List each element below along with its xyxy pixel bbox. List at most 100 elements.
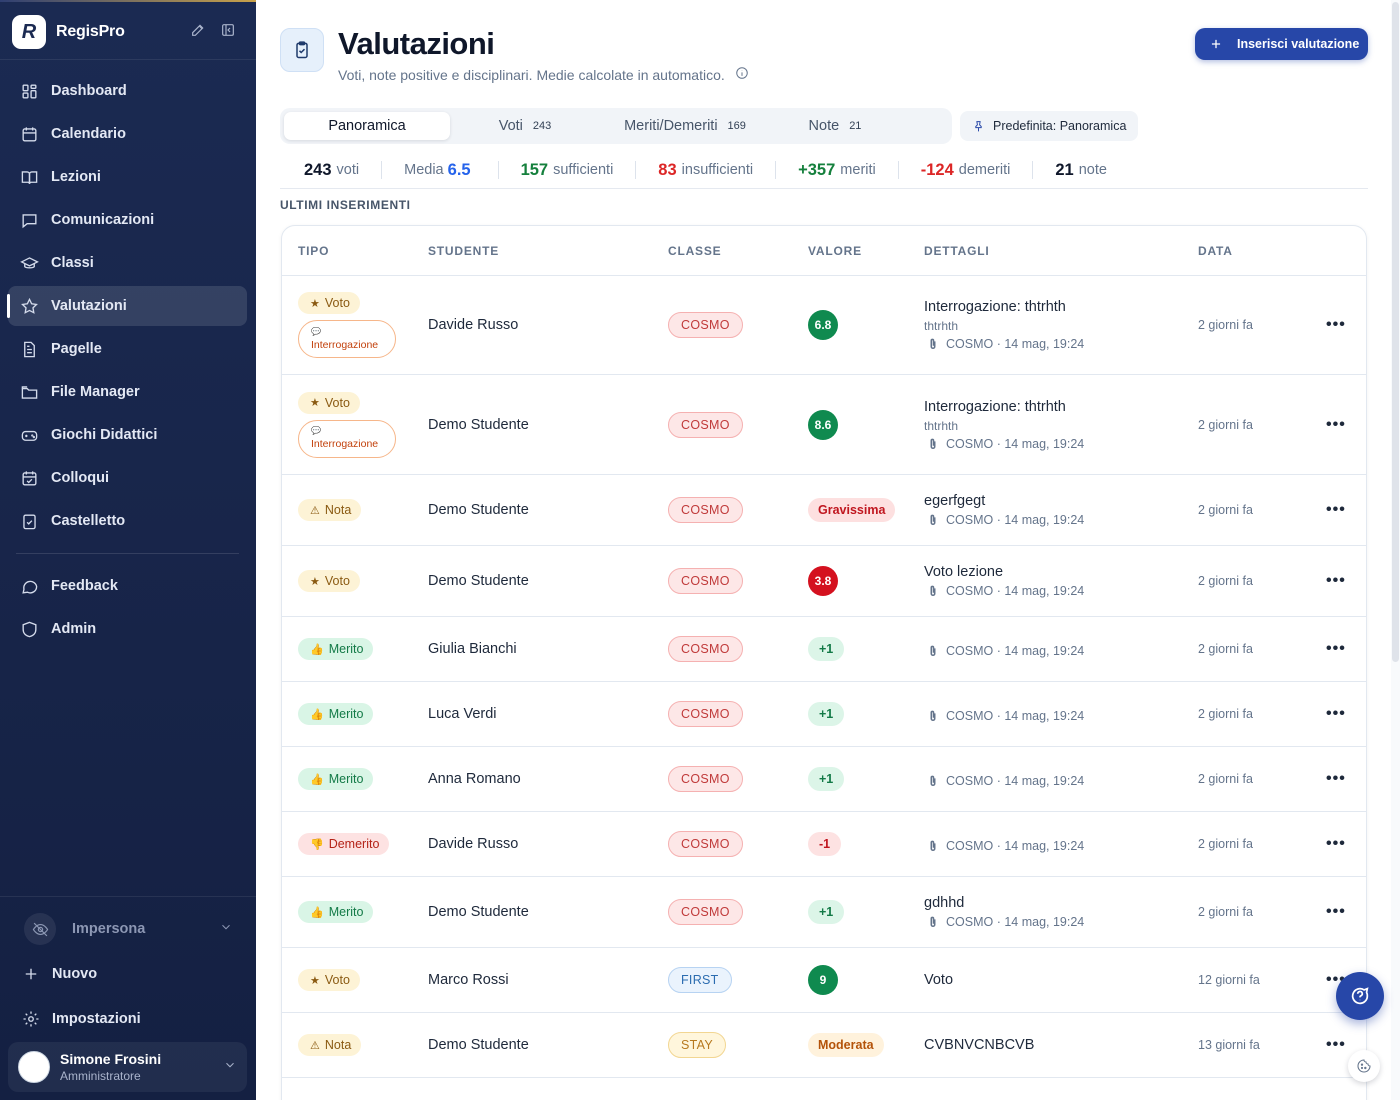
tab-note[interactable]: Note 21 xyxy=(770,112,900,140)
cell-studente[interactable]: Anna Romano xyxy=(428,771,521,787)
row-menu-button[interactable]: ••• xyxy=(1326,835,1346,852)
column-header[interactable]: VALORE xyxy=(808,243,862,258)
table-row[interactable]: ★ Voto Marco Rossi FIRST 9 Voto 12 giorn… xyxy=(282,948,1366,1013)
sidebar-item-classi[interactable]: Classi xyxy=(8,243,247,283)
table-row[interactable]: ⚠ Nota Demo Studente COSMO Gravissima eg… xyxy=(282,475,1366,546)
sidebar-item-colloqui[interactable]: Colloqui xyxy=(8,458,247,498)
tab-voti[interactable]: Voti 243 xyxy=(450,112,600,140)
stat-label: voti xyxy=(336,162,360,178)
shield-icon xyxy=(22,621,37,637)
tab-meriti-demeriti[interactable]: Meriti/Demeriti 169 xyxy=(600,112,770,140)
sidebar-item-lezioni[interactable]: Lezioni xyxy=(8,157,247,197)
table-row[interactable]: 👎 Demerito Davide Russo COSMO -1 COSMO ·… xyxy=(282,812,1366,877)
table-row[interactable]: ★ Voto 💬 Interrogazione Demo Studente COS… xyxy=(282,375,1366,475)
cell-dettagli: Voto xyxy=(924,972,953,988)
column-header[interactable]: DETTAGLI xyxy=(924,243,990,258)
cell-studente[interactable]: Demo Studente xyxy=(428,416,529,433)
scrollbar-thumb[interactable] xyxy=(1392,2,1399,662)
row-menu-button[interactable]: ••• xyxy=(1326,705,1346,722)
nuovo-button[interactable]: Nuovo xyxy=(8,954,247,994)
type-badge: ⚠ Nota xyxy=(298,1034,362,1056)
stat-value: 21 xyxy=(1055,160,1074,179)
cell-studente[interactable]: Luca Verdi xyxy=(428,706,497,722)
cell-studente[interactable]: Demo Studente xyxy=(428,1037,529,1053)
sidebar-item-calendario[interactable]: Calendario xyxy=(8,114,247,154)
sidebar-item-giochi[interactable]: Giochi Didattici xyxy=(8,415,247,455)
table-row[interactable]: 👍 Merito Giulia Bianchi COSMO +1 COSMO ·… xyxy=(282,617,1366,682)
stat-value: -124 xyxy=(920,160,954,179)
help-button[interactable] xyxy=(1336,972,1384,1020)
page-scrollbar[interactable] xyxy=(1391,0,1400,1100)
table-row[interactable]: ⚠ Nota Demo Studente STAY Moderata CVBNV… xyxy=(282,1013,1366,1078)
info-icon[interactable] xyxy=(725,66,749,83)
cell-studente[interactable]: Demo Studente xyxy=(428,502,529,518)
detail-meta: COSMO · 14 mag, 19:24 xyxy=(924,774,1084,788)
class-badge: COSMO xyxy=(668,766,743,792)
column-header[interactable]: TIPO xyxy=(298,243,330,258)
cell-data: 2 giorni fa xyxy=(1198,772,1253,786)
cell-studente[interactable]: Demo Studente xyxy=(428,904,529,920)
cookie-icon xyxy=(1357,1059,1371,1073)
class-badge: STAY xyxy=(668,1032,726,1058)
row-menu-button[interactable]: ••• xyxy=(1326,640,1346,657)
impostazioni-button[interactable]: Impostazioni xyxy=(8,999,247,1039)
calendar-check-icon xyxy=(22,470,37,486)
tab-panoramica[interactable]: Panoramica xyxy=(284,112,450,140)
cookie-settings-button[interactable] xyxy=(1348,1050,1380,1082)
default-view-chip[interactable]: Predefinita: Panoramica xyxy=(960,111,1139,141)
paperclip-icon xyxy=(930,916,936,927)
row-menu-button[interactable]: ••• xyxy=(1326,1036,1346,1053)
cell-studente[interactable]: Demo Studente xyxy=(428,573,529,589)
stat-item: 21 note xyxy=(1033,161,1129,179)
column-header[interactable]: STUDENTE xyxy=(428,243,500,258)
table-row[interactable]: ★ Voto Demo Studente COSMO 3.8 Voto lezi… xyxy=(282,546,1366,617)
cell-tipo: ★ Voto 💬 Interrogazione xyxy=(298,292,396,358)
cell-classe: COSMO xyxy=(668,766,743,792)
stat-label: Media xyxy=(404,162,444,178)
cell-valore: 8.6 xyxy=(808,409,838,440)
insert-valutazione-button[interactable]: Inserisci valutazione xyxy=(1195,28,1368,60)
app-logo[interactable]: R xyxy=(12,15,46,49)
edit-pencil-icon[interactable] xyxy=(190,22,206,43)
cell-studente[interactable]: Giulia Bianchi xyxy=(428,641,517,657)
sidebar-item-label: Giochi Didattici xyxy=(51,427,158,443)
sidebar-item-admin[interactable]: Admin xyxy=(8,609,247,649)
cell-studente[interactable]: Davide Russo xyxy=(428,836,519,852)
demerito-icon: 👎 xyxy=(310,838,324,851)
tab-bar: Panoramica Voti 243 Meriti/Demeriti 169 … xyxy=(280,108,952,144)
sidebar-item-dashboard[interactable]: Dashboard xyxy=(8,71,247,111)
table-row[interactable]: ★ Voto 💬 Interrogazione Davide Russo COSM… xyxy=(282,276,1366,375)
collapse-sidebar-icon[interactable] xyxy=(220,22,236,43)
table-row[interactable]: 👍 Merito Demo Studente COSMO +1 gdhhd COS… xyxy=(282,877,1366,948)
sidebar-item-file-manager[interactable]: File Manager xyxy=(8,372,247,412)
row-menu-button[interactable]: ••• xyxy=(1326,770,1346,787)
column-header[interactable]: DATA xyxy=(1198,243,1233,258)
column-header[interactable]: CLASSE xyxy=(668,243,722,258)
row-menu-button[interactable]: ••• xyxy=(1326,903,1346,920)
cell-studente[interactable]: Marco Rossi xyxy=(428,972,509,988)
impersona-select[interactable]: Impersona xyxy=(8,908,247,950)
sidebar-item-valutazioni[interactable]: Valutazioni xyxy=(7,286,247,326)
sidebar-item-pagelle[interactable]: Pagelle xyxy=(8,329,247,369)
row-menu-button[interactable]: ••• xyxy=(1326,415,1346,433)
cell-classe: COSMO xyxy=(668,312,743,338)
sidebar-item-comunicazioni[interactable]: Comunicazioni xyxy=(8,200,247,240)
detail-meta-text: COSMO · 14 mag, 19:24 xyxy=(946,709,1085,723)
sidebar-item-label: Dashboard xyxy=(51,83,127,99)
row-menu-button[interactable]: ••• xyxy=(1326,316,1346,333)
sidebar-item-label: File Manager xyxy=(51,384,140,400)
sidebar-item-castelletto[interactable]: Castelletto xyxy=(8,501,247,541)
table-row[interactable]: 👍 Merito Luca Verdi COSMO +1 COSMO · 14 … xyxy=(282,682,1366,747)
detail-meta-text: COSMO · 14 mag, 19:24 xyxy=(946,337,1085,351)
stat-item: 243 voti xyxy=(280,161,383,179)
type-label: Merito xyxy=(328,772,364,786)
brand: R RegisPro xyxy=(12,12,244,52)
tab-label: Meriti/Demeriti xyxy=(624,118,718,134)
user-menu[interactable]: Simone Frosini Amministratore xyxy=(8,1042,247,1092)
row-menu-button[interactable]: ••• xyxy=(1326,501,1346,518)
row-menu-button[interactable]: ••• xyxy=(1326,572,1346,589)
cell-studente[interactable]: Davide Russo xyxy=(428,317,519,333)
table-body: ★ Voto 💬 Interrogazione Davide Russo COSM… xyxy=(282,276,1366,1078)
sidebar-item-feedback[interactable]: Feedback xyxy=(8,566,247,606)
table-row[interactable]: 👍 Merito Anna Romano COSMO +1 COSMO · 14… xyxy=(282,747,1366,812)
